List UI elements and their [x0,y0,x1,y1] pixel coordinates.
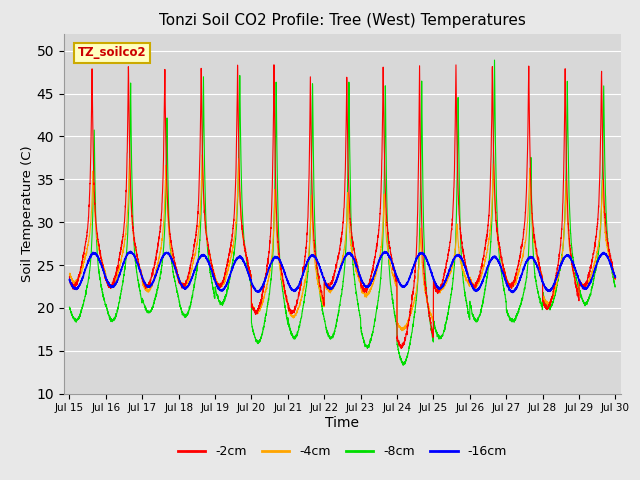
Title: Tonzi Soil CO2 Profile: Tree (West) Temperatures: Tonzi Soil CO2 Profile: Tree (West) Temp… [159,13,526,28]
Y-axis label: Soil Temperature (C): Soil Temperature (C) [21,145,34,282]
Text: TZ_soilco2: TZ_soilco2 [78,46,147,59]
Legend: -2cm, -4cm, -8cm, -16cm: -2cm, -4cm, -8cm, -16cm [173,440,512,463]
X-axis label: Time: Time [325,416,360,430]
